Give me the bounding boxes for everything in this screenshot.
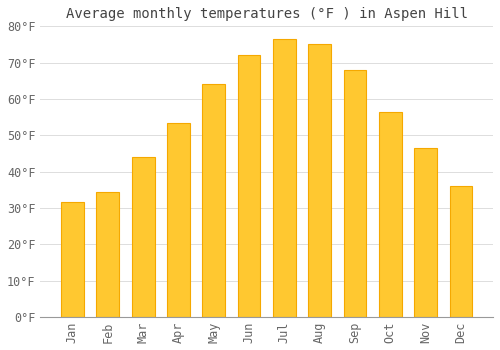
Bar: [61, 202, 84, 317]
Bar: [450, 186, 472, 317]
Bar: [308, 44, 331, 317]
Bar: [379, 112, 402, 317]
Bar: [273, 39, 296, 317]
Bar: [238, 55, 260, 317]
Bar: [132, 157, 154, 317]
Bar: [414, 148, 437, 317]
Bar: [344, 70, 366, 317]
Bar: [96, 191, 119, 317]
Bar: [167, 122, 190, 317]
Title: Average monthly temperatures (°F ) in Aspen Hill: Average monthly temperatures (°F ) in As…: [66, 7, 468, 21]
Bar: [202, 84, 225, 317]
